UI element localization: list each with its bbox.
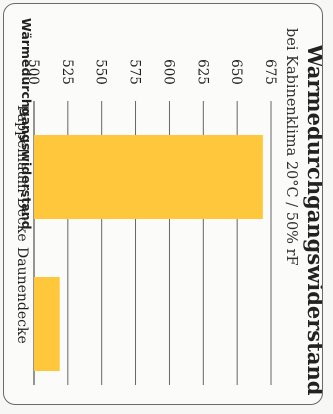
category-label: Daunendecke <box>14 247 30 344</box>
bar-chart: Wärmedurchgangswiderstand bei Kabinenkli… <box>14 18 323 396</box>
tick-label: 650 <box>228 59 244 85</box>
tick-label: 675 <box>262 59 278 85</box>
tick-label: 600 <box>160 59 176 85</box>
tick-label: 525 <box>59 59 75 85</box>
tick-label: 550 <box>93 59 109 85</box>
bar <box>33 277 60 371</box>
tick-label: 500 <box>25 59 41 85</box>
chart-title: Wärmedurchgangswiderstand <box>303 43 323 396</box>
x-axis-label: Wärmedurchgangswiderstand <box>19 18 34 230</box>
category-labels: Pappelflaum-Decke Daunendecke <box>14 105 30 344</box>
bar <box>34 135 263 219</box>
tick-label: 625 <box>194 59 210 85</box>
chart-card: Wärmedurchgangswiderstand bei Kabinenkli… <box>3 3 323 405</box>
bars <box>33 135 263 371</box>
chart-subtitle: bei Kabinenklima 20°C / 50% rF <box>283 28 299 266</box>
category-label: Pappelflaum-Decke <box>14 105 30 242</box>
tick-label: 575 <box>127 59 143 85</box>
x-axis-ticks: 500 525 550 575 600 625 650 675 <box>25 59 278 85</box>
